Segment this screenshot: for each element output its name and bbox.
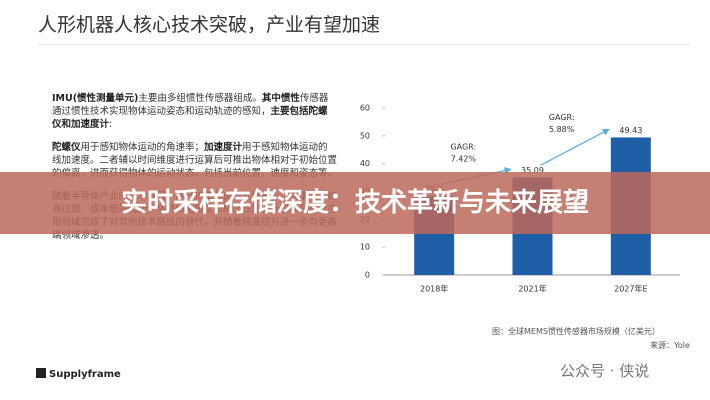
data-label: 35.09: [521, 166, 544, 175]
annotation: 7.42%: [451, 154, 477, 163]
text-run: 加速度计: [204, 142, 243, 153]
text-run: 传感器通过惯性技术实现物体运动姿态和运动轨迹的感知，: [52, 93, 329, 117]
annotation: GAGR:: [549, 113, 575, 122]
text-run: :: [109, 119, 113, 130]
annotation: 5.88%: [549, 125, 575, 134]
text-run: 主要包括陀螺仪和加速度计: [52, 106, 328, 130]
watermark: 公众号 · 侠说: [560, 362, 650, 380]
data-label: 49.43: [619, 126, 642, 135]
y-tick-label: 0: [365, 271, 370, 280]
paragraph: IMU(惯性测量单元)主要由多组惯性传感器组成。其中惯性传感器通过惯性技术实现物…: [52, 92, 337, 131]
title: 人形机器人核心技术突破，产业有望加速: [38, 14, 381, 36]
y-tick-label: 60: [360, 104, 370, 113]
x-tick-label: 2021年: [518, 284, 546, 294]
logo-text: Supplyframe: [49, 369, 121, 380]
x-tick-label: 2018年: [420, 284, 448, 294]
logo: Supplyframe: [36, 368, 121, 380]
y-tick-label: 40: [360, 159, 370, 168]
y-tick-label: 50: [360, 131, 370, 140]
source: 来源：Yole: [650, 341, 690, 350]
text-run: 用于感知物体运动的角速率；: [80, 142, 205, 153]
y-tick-label: 10: [360, 243, 370, 252]
x-tick-label: 2027年E: [614, 284, 647, 294]
text-run: 陀螺仪: [52, 142, 81, 153]
trend-arrow: [540, 128, 610, 166]
caption: 图：全球MEMS惯性传感器市场规模（亿美元）: [492, 327, 660, 336]
text-run: IMU(惯性测量单元): [52, 93, 139, 104]
banner: 实时采样存储深度：技术革新与未来展望: [0, 172, 710, 234]
text-run: 其中惯性: [261, 93, 300, 104]
text-run: 主要由多组惯性传感器组成。: [138, 93, 262, 104]
divider: [38, 44, 690, 45]
annotation: GAGR:: [450, 142, 476, 151]
